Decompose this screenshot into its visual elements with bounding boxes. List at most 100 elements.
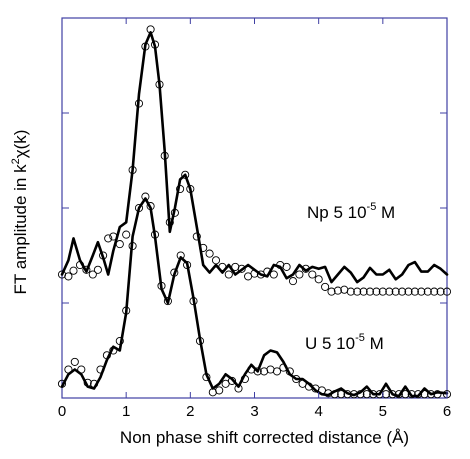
series-layer <box>57 25 452 399</box>
data-point <box>122 306 131 315</box>
data-point <box>202 373 211 382</box>
data-point <box>394 390 403 399</box>
data-point <box>227 376 237 385</box>
data-point <box>353 287 362 296</box>
data-point <box>378 287 387 296</box>
data-point <box>324 389 333 398</box>
data-point <box>199 243 208 252</box>
data-point <box>128 165 137 175</box>
data-point <box>292 374 301 384</box>
annotation-sup: -5 <box>367 201 377 213</box>
data-point <box>93 265 102 274</box>
data-point <box>398 287 407 296</box>
data-point <box>337 390 346 399</box>
data-point <box>183 260 192 270</box>
data-point <box>160 151 169 160</box>
data-point <box>359 287 368 296</box>
data-point <box>64 365 73 374</box>
data-point <box>308 270 317 279</box>
data-point <box>388 390 397 399</box>
y-axis-label: FT amplitude in k2χ(k) <box>10 130 30 295</box>
data-point <box>285 367 294 376</box>
y-axis-label-sup: 2 <box>10 158 22 164</box>
data-point <box>70 357 79 366</box>
data-point <box>224 270 233 279</box>
data-point <box>346 287 355 296</box>
data-point <box>253 367 262 376</box>
data-point <box>134 99 144 108</box>
data-point <box>109 346 118 355</box>
data-point <box>301 264 310 273</box>
data-point <box>64 272 73 281</box>
data-point <box>269 270 278 279</box>
data-point <box>333 286 342 295</box>
data-point <box>407 390 416 399</box>
data-point <box>426 390 436 399</box>
series-line <box>60 30 449 284</box>
data-point <box>205 249 214 258</box>
series-line <box>60 197 449 398</box>
data-point <box>215 386 224 395</box>
data-point <box>314 275 323 284</box>
data-point <box>349 390 359 399</box>
data-point <box>141 192 150 201</box>
data-point <box>102 351 111 360</box>
data-point <box>115 336 124 346</box>
data-point <box>369 390 378 399</box>
data-point <box>115 240 124 249</box>
data-point <box>250 269 259 278</box>
data-point <box>165 218 174 227</box>
data-point <box>321 282 330 291</box>
data-point <box>365 287 375 296</box>
data-point <box>189 297 198 306</box>
data-point <box>109 232 118 241</box>
x-tick-label: 4 <box>314 403 322 420</box>
data-point <box>436 287 445 296</box>
data-point <box>272 367 282 376</box>
data-point <box>430 287 439 296</box>
data-point <box>279 363 288 372</box>
data-point <box>404 287 413 296</box>
data-point <box>192 232 201 241</box>
data-point <box>330 390 339 399</box>
data-point <box>240 374 249 384</box>
annotation-text: M <box>376 203 395 222</box>
data-point <box>96 365 105 374</box>
series-3 <box>57 192 452 399</box>
data-point <box>327 287 336 296</box>
data-point <box>195 336 205 346</box>
x-tick-label: 5 <box>379 403 387 420</box>
data-point <box>82 265 91 274</box>
data-point <box>218 262 227 271</box>
data-point <box>401 390 410 399</box>
data-point <box>282 262 291 271</box>
data-point <box>170 208 179 217</box>
annotation-text: M <box>365 334 384 353</box>
data-point <box>128 241 137 251</box>
data-point <box>356 390 365 399</box>
series-1 <box>57 25 452 296</box>
data-point <box>88 270 97 279</box>
data-point <box>288 277 298 286</box>
labels-layer: Non phase shift corrected distance (Å) FT… <box>10 130 409 447</box>
data-point <box>75 260 85 270</box>
data-point <box>385 287 394 296</box>
y-axis-label-suffix: χ(k) <box>11 130 30 159</box>
data-point <box>410 287 419 296</box>
data-point <box>99 251 108 260</box>
data-point <box>186 184 195 194</box>
data-point <box>433 390 442 399</box>
x-tick-label: 6 <box>443 403 451 420</box>
data-point <box>423 287 432 296</box>
data-point <box>176 184 185 194</box>
data-point <box>155 80 164 89</box>
data-point <box>442 287 452 296</box>
annotation-u: U 5 10-5 M <box>305 332 384 353</box>
y-axis-label-prefix: FT amplitude in k <box>11 164 30 295</box>
data-point <box>83 378 92 387</box>
data-point <box>295 270 304 279</box>
data-point <box>343 390 352 399</box>
data-point <box>163 297 172 306</box>
data-point <box>362 390 371 399</box>
